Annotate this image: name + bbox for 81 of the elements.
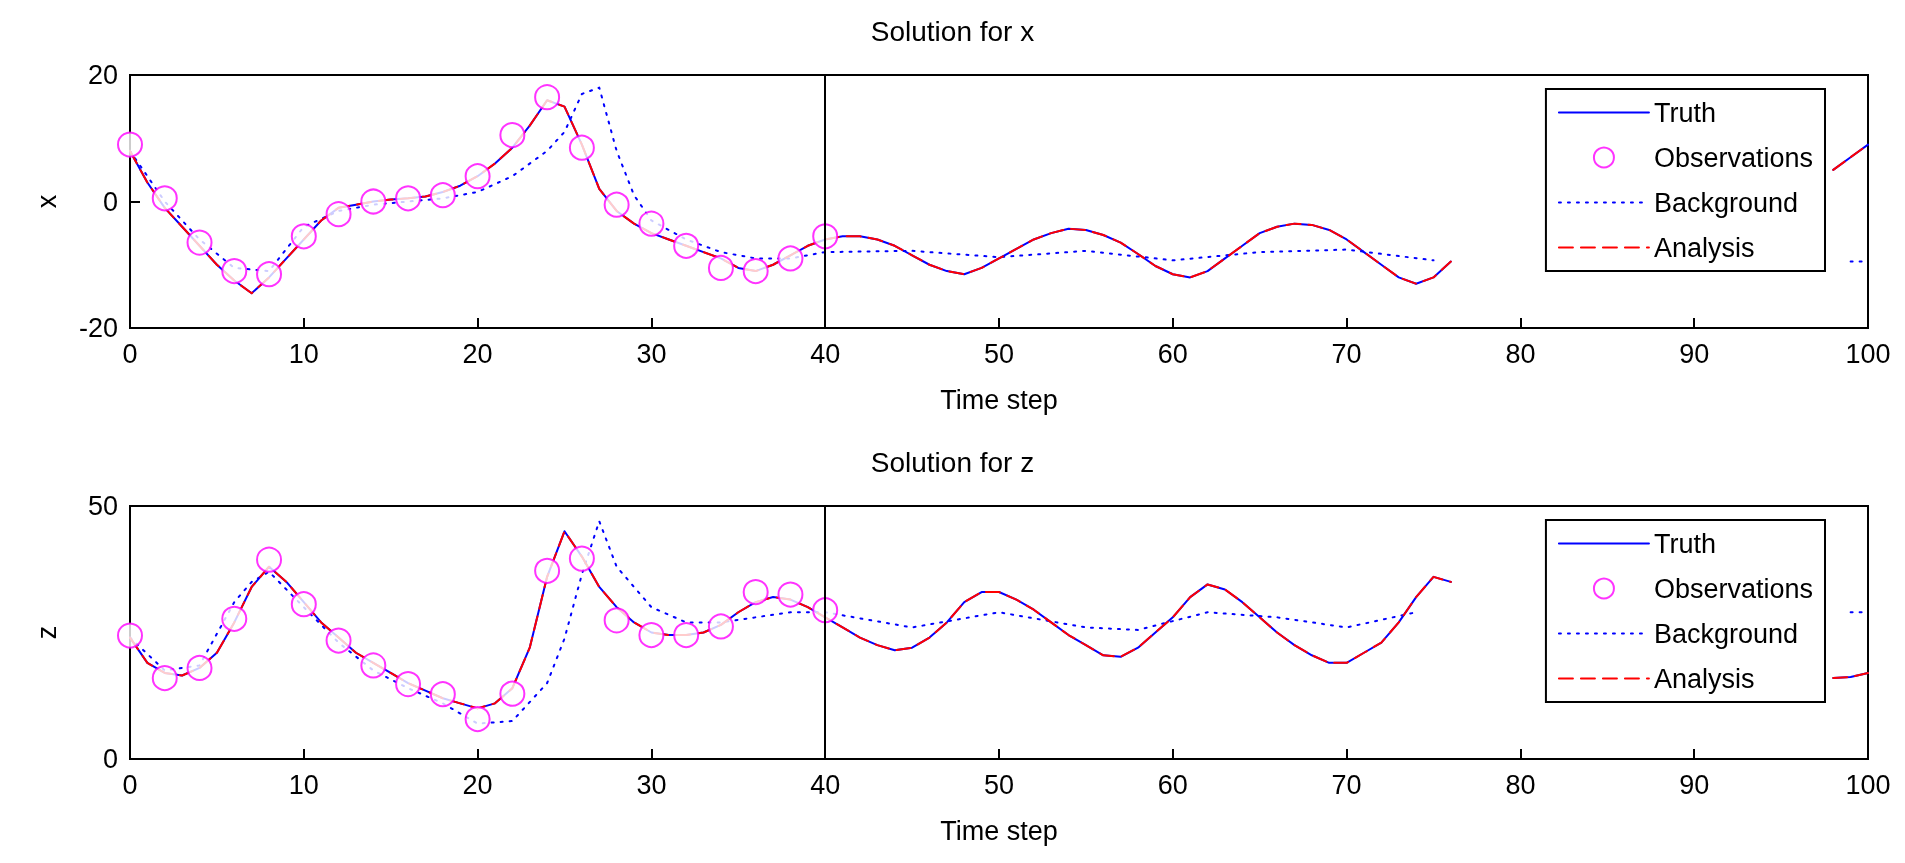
- y-tick-label: 0: [102, 744, 118, 774]
- y-axis-title: x: [31, 194, 62, 209]
- point: [499, 680, 526, 707]
- point: [534, 84, 561, 111]
- chart-title: Solution for x: [870, 15, 1035, 47]
- point: [464, 163, 491, 190]
- point: [360, 188, 387, 215]
- point: [707, 613, 734, 640]
- y-axis-title: z: [31, 625, 62, 640]
- point: [673, 232, 700, 259]
- x-tick-label: 0: [122, 338, 138, 369]
- point: [673, 622, 700, 649]
- x-tick-label: 100: [1845, 769, 1891, 800]
- x-tick-label: 40: [810, 769, 841, 800]
- point: [429, 182, 456, 209]
- point: [151, 665, 178, 692]
- point: [360, 652, 387, 679]
- y-tick-label: -20: [78, 313, 118, 343]
- x-tick-label: 0: [122, 769, 138, 800]
- point: [777, 245, 804, 272]
- x-tick-label: 70: [1331, 769, 1362, 800]
- point: [221, 258, 248, 285]
- x-tick-label: 90: [1679, 769, 1710, 800]
- chart-title: Solution for z: [870, 446, 1035, 478]
- x-axis-title: Time step: [940, 384, 1058, 415]
- legend-label: Analysis: [1653, 663, 1755, 694]
- point: [186, 229, 213, 256]
- legend-label: Background: [1653, 187, 1799, 218]
- point: [742, 579, 769, 606]
- y-tick-label: 50: [87, 491, 118, 521]
- x-tick-label: 20: [462, 338, 493, 369]
- point: [325, 201, 352, 228]
- legend-label: Background: [1653, 618, 1799, 649]
- x-tick-label: 50: [983, 769, 1015, 800]
- point: [151, 185, 178, 212]
- point: [290, 223, 317, 250]
- point: [638, 622, 665, 649]
- point: [464, 706, 491, 733]
- legend-label: Analysis: [1653, 232, 1755, 263]
- point: [256, 261, 283, 288]
- point: [742, 258, 769, 285]
- x-tick-label: 30: [636, 338, 667, 369]
- legend-label: Observations: [1653, 142, 1813, 173]
- point: [395, 185, 422, 212]
- x-tick-label: 80: [1505, 338, 1536, 369]
- x-tick-label: 80: [1505, 769, 1536, 800]
- point: [395, 671, 422, 698]
- legend-label: Truth: [1653, 528, 1716, 559]
- point: [429, 681, 456, 708]
- x-tick-label: 20: [462, 769, 493, 800]
- x-tick-label: 100: [1845, 338, 1891, 369]
- point: [290, 591, 317, 618]
- x-tick-label: 60: [1157, 338, 1188, 369]
- x-tick-label: 70: [1331, 338, 1362, 369]
- point: [638, 210, 665, 237]
- x-tick-label: 10: [288, 769, 319, 800]
- legend-label: Observations: [1653, 573, 1813, 604]
- point: [777, 581, 804, 608]
- point: [325, 627, 352, 654]
- x-axis-title: Time step: [940, 815, 1058, 846]
- legend-label: Truth: [1653, 97, 1716, 128]
- x-tick-label: 90: [1679, 338, 1710, 369]
- x-tick-label: 50: [983, 338, 1015, 369]
- point: [534, 557, 561, 584]
- y-tick-label: 20: [87, 60, 118, 90]
- x-tick-label: 40: [810, 338, 841, 369]
- point: [707, 254, 734, 281]
- point: [568, 134, 595, 161]
- point: [568, 545, 595, 572]
- point: [603, 191, 630, 218]
- x-tick-label: 60: [1157, 769, 1188, 800]
- point: [499, 122, 526, 149]
- point: [256, 546, 283, 573]
- point: [186, 654, 213, 681]
- x-tick-label: 10: [288, 338, 319, 369]
- point: [221, 605, 248, 632]
- x-tick-label: 30: [636, 769, 667, 800]
- y-tick-label: 0: [102, 186, 118, 217]
- point: [117, 622, 143, 649]
- point: [117, 131, 143, 158]
- point: [603, 607, 630, 634]
